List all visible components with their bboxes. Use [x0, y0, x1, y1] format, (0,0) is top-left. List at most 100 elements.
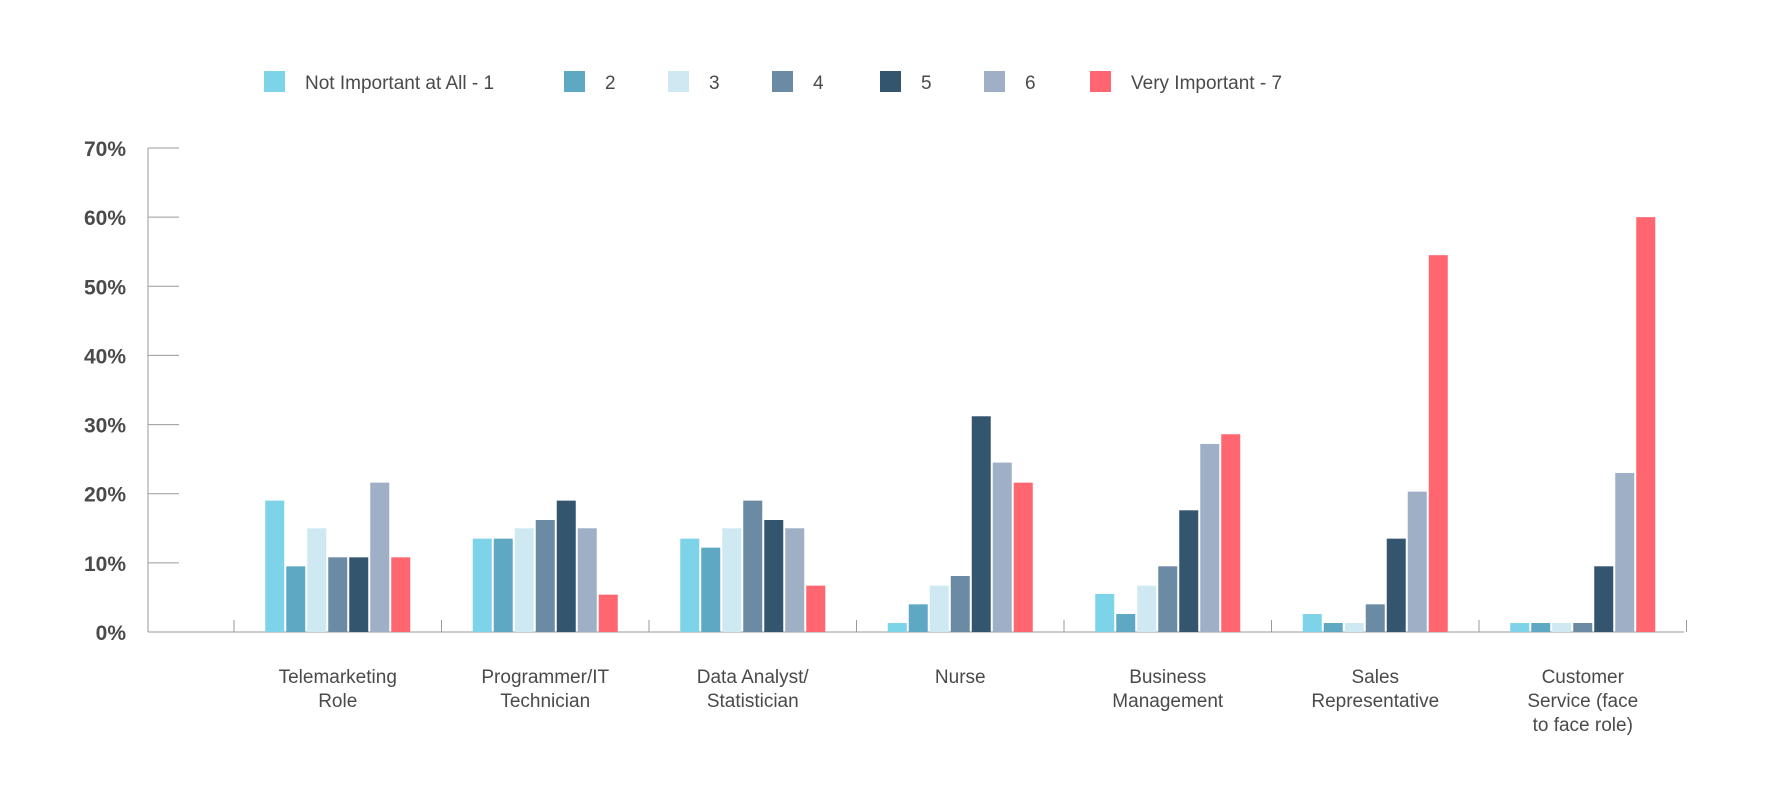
bar: [1221, 434, 1241, 632]
y-tick-label: 10%: [84, 553, 126, 576]
legend-label: 3: [709, 73, 720, 94]
bar: [286, 566, 306, 632]
x-axis: Telemarketing Role Programmer/IT Technician…: [148, 620, 1687, 736]
x-tick-label: Sales Representative: [1311, 667, 1439, 712]
x-tick-label: Data Analyst/Statistician: [697, 667, 810, 712]
y-tick-label: 60%: [84, 207, 126, 230]
x-tick-label-line: Technician: [500, 691, 590, 712]
x-tick-label-line: Statistician: [707, 691, 799, 712]
bar: [349, 557, 369, 632]
y-tick-label: 40%: [84, 345, 126, 368]
bar: [556, 500, 576, 632]
bar: [598, 594, 618, 632]
bar: [1615, 472, 1635, 632]
bar: [328, 557, 348, 632]
y-tick-label: 70%: [84, 138, 126, 161]
x-tick-label-line: Service (face: [1527, 691, 1638, 712]
legend-label: 2: [605, 73, 616, 94]
x-tick-label-line: to face role): [1533, 715, 1633, 736]
y-axis: 0% 10% 20% 30% 40% 50% 60% 70%: [84, 138, 179, 645]
bar: [391, 557, 411, 632]
bar: [514, 528, 534, 632]
bar: [680, 538, 700, 632]
x-tick-label: Nurse: [935, 667, 986, 688]
bar: [1095, 593, 1115, 632]
y-tick-label: 30%: [84, 415, 126, 438]
bar: [1510, 623, 1530, 632]
bar: [908, 604, 928, 632]
bar: [1636, 217, 1656, 632]
legend-label: Not Important at All - 1: [305, 73, 494, 94]
x-tick-label-line: Management: [1112, 691, 1224, 712]
legend-label: 6: [1025, 73, 1036, 94]
legend-swatch: [984, 71, 1005, 92]
x-tick-label-line: Customer: [1542, 667, 1625, 688]
y-tick-label: 0%: [96, 622, 127, 645]
x-tick-label-line: Representative: [1311, 691, 1439, 712]
bar: [1573, 623, 1593, 632]
legend-swatch: [564, 71, 585, 92]
bar: [929, 585, 949, 632]
bar: [785, 528, 805, 632]
legend-item: Not Important at All - 1: [264, 71, 494, 94]
bar: [307, 528, 327, 632]
x-tick-label: Business Management: [1112, 667, 1224, 712]
bar: [1552, 623, 1572, 632]
bar: [1428, 255, 1448, 632]
bar: [971, 416, 991, 632]
bar: [1179, 510, 1199, 632]
bar: [472, 538, 492, 632]
bar: [1594, 566, 1614, 632]
bar: [1386, 538, 1406, 632]
x-tick-label-line: Sales: [1351, 667, 1399, 688]
legend-swatch: [772, 71, 793, 92]
y-tick-label: 20%: [84, 484, 126, 507]
bar: [701, 547, 721, 632]
bar: [722, 528, 742, 632]
x-tick-label-line: Telemarketing: [279, 667, 397, 688]
legend-swatch: [1090, 71, 1111, 92]
bar: [887, 623, 907, 632]
x-tick-label: Programmer/IT Technician: [481, 667, 609, 712]
bar: [950, 575, 970, 632]
bar: [265, 500, 285, 632]
legend-label: Very Important - 7: [1131, 73, 1282, 94]
legend-label: 5: [921, 73, 932, 94]
bar: [1344, 623, 1364, 632]
bar: [577, 528, 597, 632]
legend: Not Important at All - 1 2 3 4 5 6 Very Import…: [264, 71, 1282, 94]
bar: [1158, 566, 1178, 632]
bar: [1116, 614, 1136, 632]
bars: [265, 217, 1656, 632]
bar: [1407, 491, 1427, 632]
bar: [370, 482, 390, 632]
legend-item: 4: [772, 71, 824, 94]
bar: [806, 585, 826, 632]
bar: [992, 462, 1012, 632]
x-tick-label-line: Role: [318, 691, 357, 712]
x-tick-label-line: Programmer/IT: [481, 667, 609, 688]
legend-item: Very Important - 7: [1090, 71, 1282, 94]
x-tick-label: Customer Service (face to face role): [1527, 667, 1638, 736]
x-tick-label-line: Nurse: [935, 667, 986, 688]
legend-item: 3: [668, 71, 720, 94]
legend-item: 5: [880, 71, 932, 94]
bar: [1137, 585, 1157, 632]
legend-swatch: [668, 71, 689, 92]
bar: [1323, 623, 1343, 632]
bar: [535, 519, 555, 632]
legend-item: 2: [564, 71, 616, 94]
y-tick-label: 50%: [84, 276, 126, 299]
bar: [1302, 614, 1322, 632]
legend-label: 4: [813, 73, 824, 94]
bar: [1531, 623, 1551, 632]
x-tick-label-line: Data Analyst/: [697, 667, 810, 688]
bar: [743, 500, 763, 632]
bar: [764, 519, 784, 632]
x-tick-label-line: Business: [1129, 667, 1206, 688]
bar: [1200, 443, 1220, 632]
legend-swatch: [264, 71, 285, 92]
bar: [493, 538, 513, 632]
